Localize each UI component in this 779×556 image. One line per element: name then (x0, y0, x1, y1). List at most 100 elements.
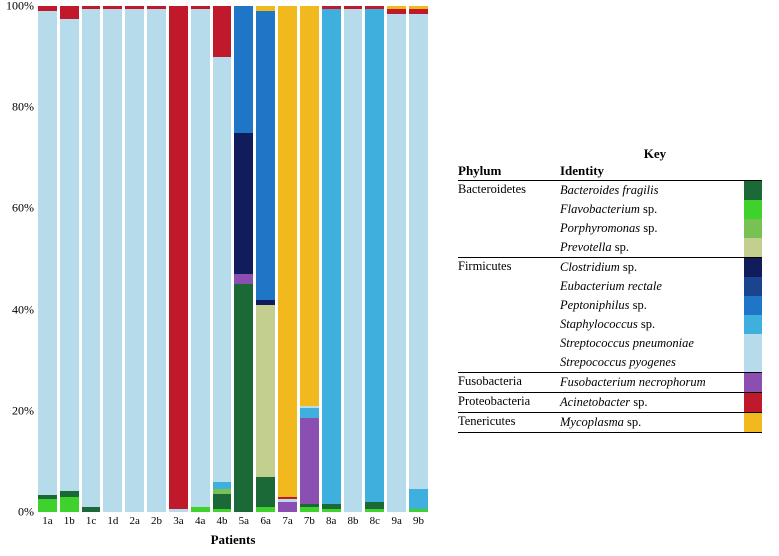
segment (169, 6, 188, 509)
x-tick: 9b (409, 514, 428, 530)
x-tick: 8c (365, 514, 384, 530)
legend-species: Porphyromonas sp. (560, 219, 762, 238)
bar-7b (300, 6, 319, 512)
color-swatch (744, 219, 762, 238)
phylum-name: Proteobacteria (458, 393, 560, 412)
segment (278, 502, 297, 512)
segment (82, 9, 101, 507)
y-tick: 100% (0, 0, 34, 14)
x-tick: 5a (234, 514, 253, 530)
x-tick: 7b (300, 514, 319, 530)
y-tick: 20% (0, 403, 34, 418)
color-swatch (744, 413, 762, 432)
species-label: Peptoniphilus sp. (560, 298, 744, 313)
species-label: Acinetobacter sp. (560, 395, 744, 410)
segment (234, 284, 253, 512)
bar-8a (322, 6, 341, 512)
bar-1c (82, 6, 101, 512)
x-tick: 1d (103, 514, 122, 530)
phylum-name: Fusobacteria (458, 373, 560, 392)
species-label: Mycoplasma sp. (560, 415, 744, 430)
segment (38, 499, 57, 512)
bar-7a (278, 6, 297, 512)
legend-species: Streptococcus pneumoniae (560, 334, 762, 353)
bar-1a (38, 6, 57, 512)
legend-phylum-row: TenericutesMycoplasma sp. (458, 413, 762, 433)
x-tick: 8b (344, 514, 363, 530)
segment (365, 9, 384, 502)
species-label: Strepococcus pyogenes (560, 355, 744, 370)
legend-species: Bacteroides fragilis (560, 181, 762, 200)
species-label: Prevotella sp. (560, 240, 744, 255)
legend-species: Acinetobacter sp. (560, 393, 762, 412)
segment (256, 305, 275, 477)
x-tick: 1b (60, 514, 79, 530)
bar-1b (60, 6, 79, 512)
segment (278, 6, 297, 497)
segment (60, 497, 79, 512)
bar-2b (147, 6, 166, 512)
x-tick: 9a (387, 514, 406, 530)
segment (409, 489, 428, 509)
color-swatch (744, 238, 762, 257)
segment (213, 6, 232, 57)
segment (365, 509, 384, 512)
segment (300, 418, 319, 504)
bar-5a (234, 6, 253, 512)
color-swatch (744, 353, 762, 372)
color-swatch (744, 334, 762, 353)
legend-phylum-row: ProteobacteriaAcinetobacter sp. (458, 393, 762, 413)
segment (409, 509, 428, 512)
species-label: Clostridium sp. (560, 260, 744, 275)
legend-species: Prevotella sp. (560, 238, 762, 257)
color-swatch (744, 296, 762, 315)
color-swatch (744, 181, 762, 200)
x-tick: 3a (169, 514, 188, 530)
x-axis-label: Patients (38, 532, 428, 548)
segment (300, 507, 319, 512)
segment (256, 11, 275, 299)
bar-1d (103, 6, 122, 512)
segment (256, 507, 275, 512)
color-swatch (744, 277, 762, 296)
segment (191, 9, 210, 507)
legend-phylum-row: FusobacteriaFusobacterium necrophorum (458, 373, 762, 393)
segment (344, 9, 363, 512)
color-swatch (744, 373, 762, 392)
segment (322, 9, 341, 505)
bar-4b (213, 6, 232, 512)
x-tick: 4b (213, 514, 232, 530)
segment (38, 11, 57, 495)
x-tick: 7a (278, 514, 297, 530)
stacked-bar-chart (38, 6, 428, 512)
y-tick: 80% (0, 100, 34, 115)
segment (234, 133, 253, 275)
segment (322, 509, 341, 512)
color-swatch (744, 393, 762, 412)
y-tick: 40% (0, 302, 34, 317)
phylum-name: Tenericutes (458, 413, 560, 432)
y-tick: 60% (0, 201, 34, 216)
bar-4a (191, 6, 210, 512)
phylum-name: Bacteroidetes (458, 181, 560, 257)
y-tick: 0% (0, 505, 34, 520)
segment (409, 14, 428, 490)
legend-phylum-row: BacteroidetesBacteroides fragilisFlavoba… (458, 181, 762, 258)
bar-9a (387, 6, 406, 512)
x-tick: 2a (125, 514, 144, 530)
legend-header-identity: Identity (560, 163, 762, 179)
legend-key: Key Phylum Identity BacteroidetesBactero… (458, 146, 762, 433)
x-tick: 6a (256, 514, 275, 530)
legend-species: Staphylococcus sp. (560, 315, 762, 334)
segment (213, 509, 232, 512)
segment (213, 57, 232, 482)
x-tick: 8a (322, 514, 341, 530)
color-swatch (744, 200, 762, 219)
segment (213, 494, 232, 509)
segment (300, 408, 319, 418)
species-label: Staphylococcus sp. (560, 317, 744, 332)
segment (213, 482, 232, 490)
color-swatch (744, 315, 762, 334)
bar-2a (125, 6, 144, 512)
legend-species: Peptoniphilus sp. (560, 296, 762, 315)
